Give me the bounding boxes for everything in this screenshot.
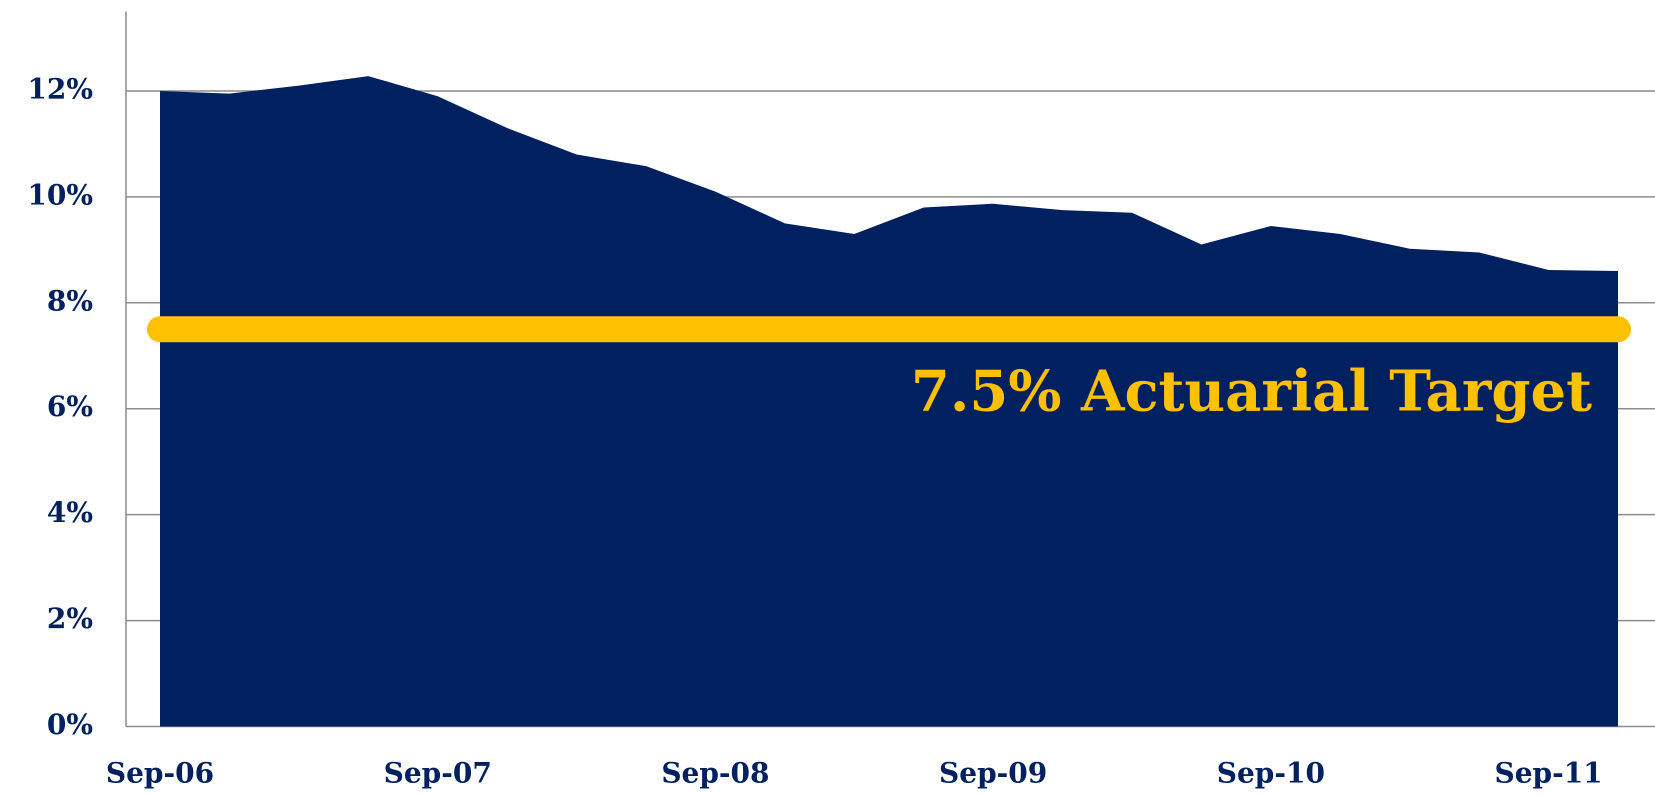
y-tick-label: 8%: [47, 284, 93, 317]
y-tick-label: 2%: [47, 602, 93, 635]
area: [160, 76, 1618, 727]
x-tick-label: Sep-07: [384, 757, 492, 790]
x-tick-label: Sep-10: [1217, 757, 1325, 790]
y-tick-label: 6%: [47, 390, 93, 423]
x-tick-label: Sep-06: [106, 757, 214, 790]
annotation: 7.5% Actuarial Target: [911, 359, 1592, 425]
x-tick-label: Sep-08: [661, 757, 769, 790]
y-tick-label: 12%: [27, 72, 93, 105]
y-tick-label: 0%: [47, 708, 93, 741]
x-tick-label: Sep-11: [1494, 757, 1602, 790]
x-tick-label: Sep-09: [939, 757, 1047, 790]
y-tick-label: 4%: [47, 496, 93, 529]
y-tick-label: 10%: [27, 178, 93, 211]
